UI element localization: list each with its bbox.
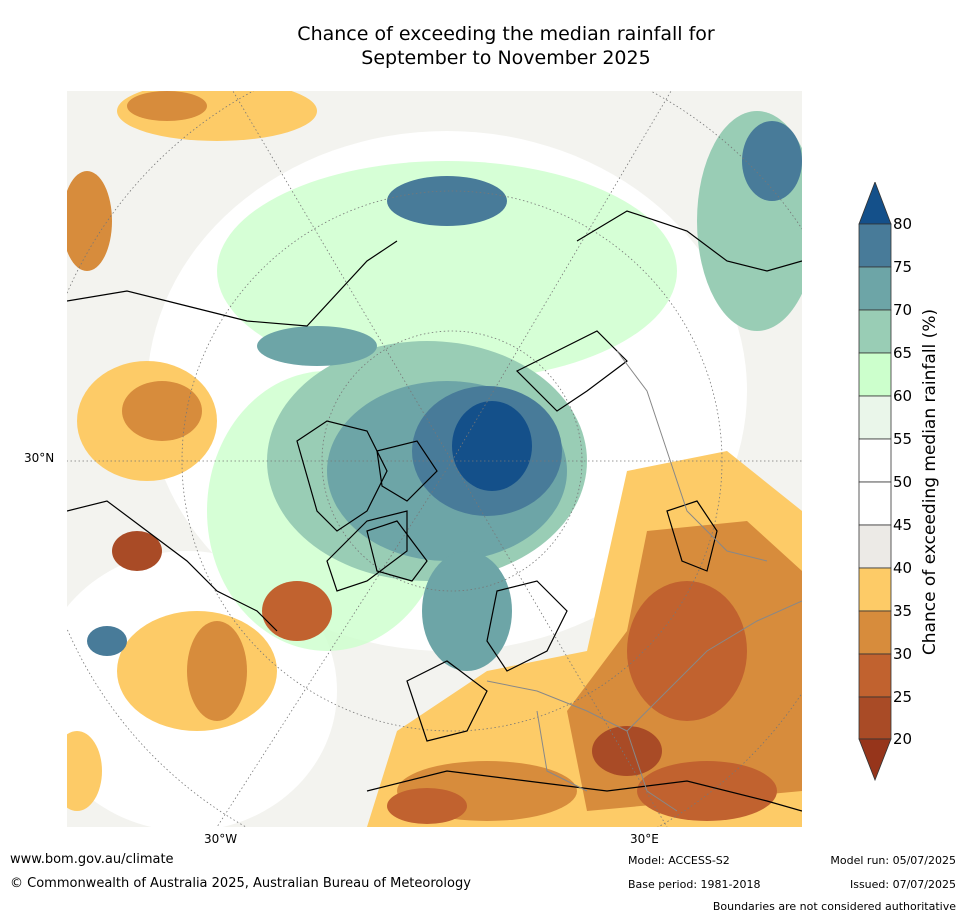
colorbar-tick-50: 50	[893, 473, 913, 491]
colorbar-bin-60-65	[858, 352, 892, 397]
title-line-2: September to November 2025	[361, 47, 651, 69]
rainfall-map	[67, 91, 802, 827]
colorbar-bin-55-60	[858, 395, 892, 440]
lon-label-30w: 30°W	[204, 832, 238, 846]
colorbar-tick-25: 25	[893, 688, 913, 706]
colorbar	[858, 180, 892, 782]
lon-label-30e: 30°E	[630, 832, 659, 846]
base-period: Base period: 1981-2018	[628, 878, 761, 891]
model-name: Model: ACCESS-S2	[628, 854, 730, 867]
copyright-text: © Commonwealth of Australia 2025, Austra…	[10, 876, 471, 891]
boundaries	[486, 350, 802, 812]
colorbar-tick-80: 80	[893, 215, 913, 233]
colorbar-tick-60: 60	[893, 387, 913, 405]
colorbar-bin-20-25	[858, 696, 892, 740]
colorbar-bin-75-80	[858, 223, 892, 268]
colorbar-bin-25-30	[858, 653, 892, 698]
colorbar-bin-70-75	[858, 266, 892, 311]
colorbar-bin-40-45	[858, 524, 892, 569]
colorbar-bin-50-55	[858, 438, 892, 483]
model-run-date: Model run: 05/07/2025	[830, 854, 956, 867]
map-canvas	[67, 91, 802, 827]
colorbar-svg	[858, 180, 892, 782]
graticule	[67, 91, 802, 827]
colorbar-title-text: Chance of exceeding median rainfall (%)	[920, 308, 940, 656]
boundaries-disclaimer: Boundaries are not considered authoritat…	[712, 900, 956, 913]
colorbar-tick-70: 70	[893, 301, 913, 319]
colorbar-tick-65: 65	[893, 344, 913, 362]
title-line-1: Chance of exceeding the median rainfall …	[297, 23, 715, 45]
colorbar-bin-45-50	[858, 481, 892, 526]
colorbar-tick-75: 75	[893, 258, 913, 276]
issued-date: Issued: 07/07/2025	[849, 878, 956, 891]
coastlines	[67, 210, 802, 812]
colorbar-tick-40: 40	[893, 559, 913, 577]
colorbar-tick-30: 30	[893, 645, 913, 663]
colorbar-tick-45: 45	[893, 516, 913, 534]
above-median-region	[217, 161, 677, 381]
colorbar-bin-gt80	[858, 180, 892, 225]
colorbar-bin-lt20	[858, 738, 892, 782]
colorbar-bin-35-40	[858, 567, 892, 612]
lat-label-30n: 30°N	[24, 451, 55, 465]
colorbar-bin-30-35	[858, 610, 892, 655]
colorbar-tick-55: 55	[893, 430, 913, 448]
colorbar-tick-20: 20	[893, 730, 913, 748]
map-title: Chance of exceeding the median rainfall …	[0, 22, 965, 70]
colorbar-bin-65-70	[858, 309, 892, 354]
colorbar-tick-35: 35	[893, 602, 913, 620]
website-link[interactable]: www.bom.gov.au/climate	[10, 852, 174, 867]
